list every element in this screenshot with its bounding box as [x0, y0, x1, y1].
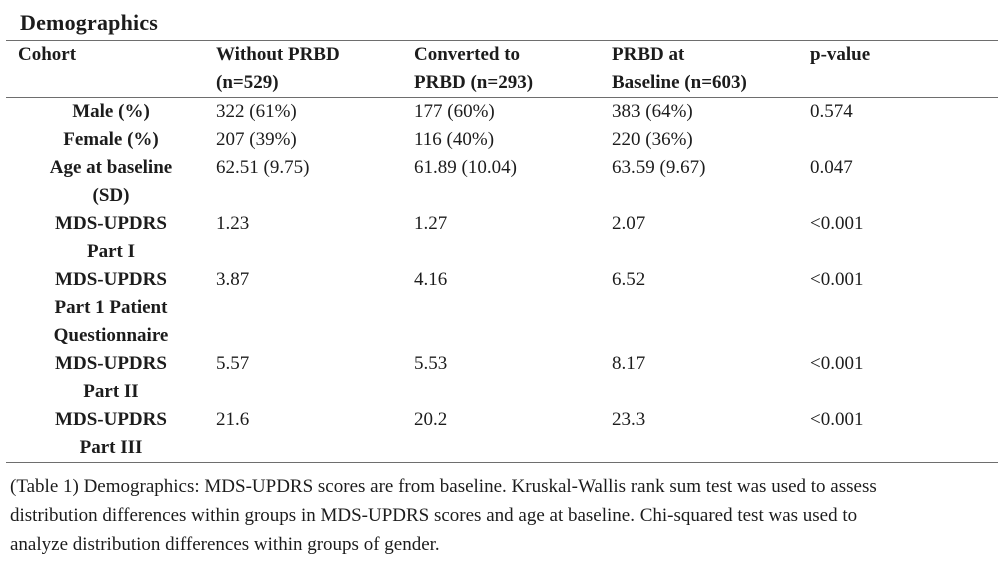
table-row: MDS-UPDRS Part 1 Patient Questionnaire 3.…	[6, 266, 998, 350]
table-cell-2-0: 62.51 (9.75)	[216, 157, 310, 178]
table-cell-4-2: 6.52	[612, 269, 646, 290]
table-cell-3-0: 1.23	[216, 213, 250, 234]
table-cell-1-2: 220 (36%)	[612, 129, 693, 150]
table-row: MDS-UPDRS Part I 1.23 1.27 2.07 <0.001	[6, 210, 998, 266]
table-cell-2-1: 61.89 (10.04)	[414, 157, 517, 178]
table-row: MDS-UPDRS Part II 5.57 5.53 8.17 <0.001	[6, 350, 998, 406]
table-cell-1-1: 116 (40%)	[414, 129, 495, 150]
table-cell-0-2: 383 (64%)	[612, 101, 693, 122]
table-cell-1-3	[810, 126, 998, 154]
table-cell-3-1: 1.27	[414, 213, 448, 234]
row-label-1: Female (%)	[63, 129, 159, 150]
table-cell-4-1: 4.16	[414, 269, 448, 290]
row-label-0: Male (%)	[72, 101, 150, 122]
table-cell-5-1: 5.53	[414, 353, 448, 374]
table-cell-0-3: 0.574	[810, 101, 853, 122]
table-row: Male (%) 322 (61%) 177 (60%) 383 (64%) 0.574	[6, 98, 998, 126]
table-caption: (Table 1) Demographics: MDS-UPDRS scores…	[10, 476, 877, 555]
column-header-4: p-value	[810, 44, 871, 65]
table-cell-6-3: <0.001	[810, 409, 864, 430]
table-cell-0-1: 177 (60%)	[414, 101, 495, 122]
row-label-5: MDS-UPDRS Part II	[55, 353, 167, 402]
table-row: Female (%) 207 (39%) 116 (40%) 220 (36%)	[6, 126, 998, 154]
row-label-6: MDS-UPDRS Part III	[55, 409, 167, 458]
table-cell-4-0: 3.87	[216, 269, 250, 290]
table-cell-5-0: 5.57	[216, 353, 250, 374]
column-header-2: Converted to PRBD (n=293)	[414, 44, 534, 93]
table-cell-6-2: 23.3	[612, 409, 646, 430]
table-cell-4-3: <0.001	[810, 269, 864, 290]
table-row: MDS-UPDRS Part III 21.6 20.2 23.3 <0.001	[6, 406, 998, 462]
table-cell-6-0: 21.6	[216, 409, 250, 430]
table-body: Male (%) 322 (61%) 177 (60%) 383 (64%) 0.574…	[6, 98, 998, 463]
table-cell-2-3: 0.047	[810, 157, 853, 178]
column-header-1: Without PRBD (n=529)	[216, 44, 340, 93]
table-cell-3-3: <0.001	[810, 213, 864, 234]
table-cell-5-2: 8.17	[612, 353, 646, 374]
demographics-table: Cohort Without PRBD (n=529) Converted to P…	[6, 40, 998, 463]
page-title: Demographics	[20, 10, 159, 35]
column-header-0: Cohort	[18, 44, 77, 65]
table-cell-0-0: 322 (61%)	[216, 101, 297, 122]
table-header-row: Cohort Without PRBD (n=529) Converted to P…	[6, 41, 998, 98]
table-cell-3-2: 2.07	[612, 213, 646, 234]
table-cell-1-0: 207 (39%)	[216, 129, 297, 150]
row-label-4: MDS-UPDRS Part 1 Patient Questionnaire	[53, 269, 169, 346]
table-cell-2-2: 63.59 (9.67)	[612, 157, 706, 178]
column-header-3: PRBD at Baseline (n=603)	[612, 44, 747, 93]
table-cell-6-1: 20.2	[414, 409, 448, 430]
table-cell-5-3: <0.001	[810, 353, 864, 374]
table-row: Age at baseline (SD) 62.51 (9.75) 61.89 (1…	[6, 154, 998, 210]
row-label-2: Age at baseline (SD)	[49, 157, 173, 206]
row-label-3: MDS-UPDRS Part I	[55, 213, 167, 262]
